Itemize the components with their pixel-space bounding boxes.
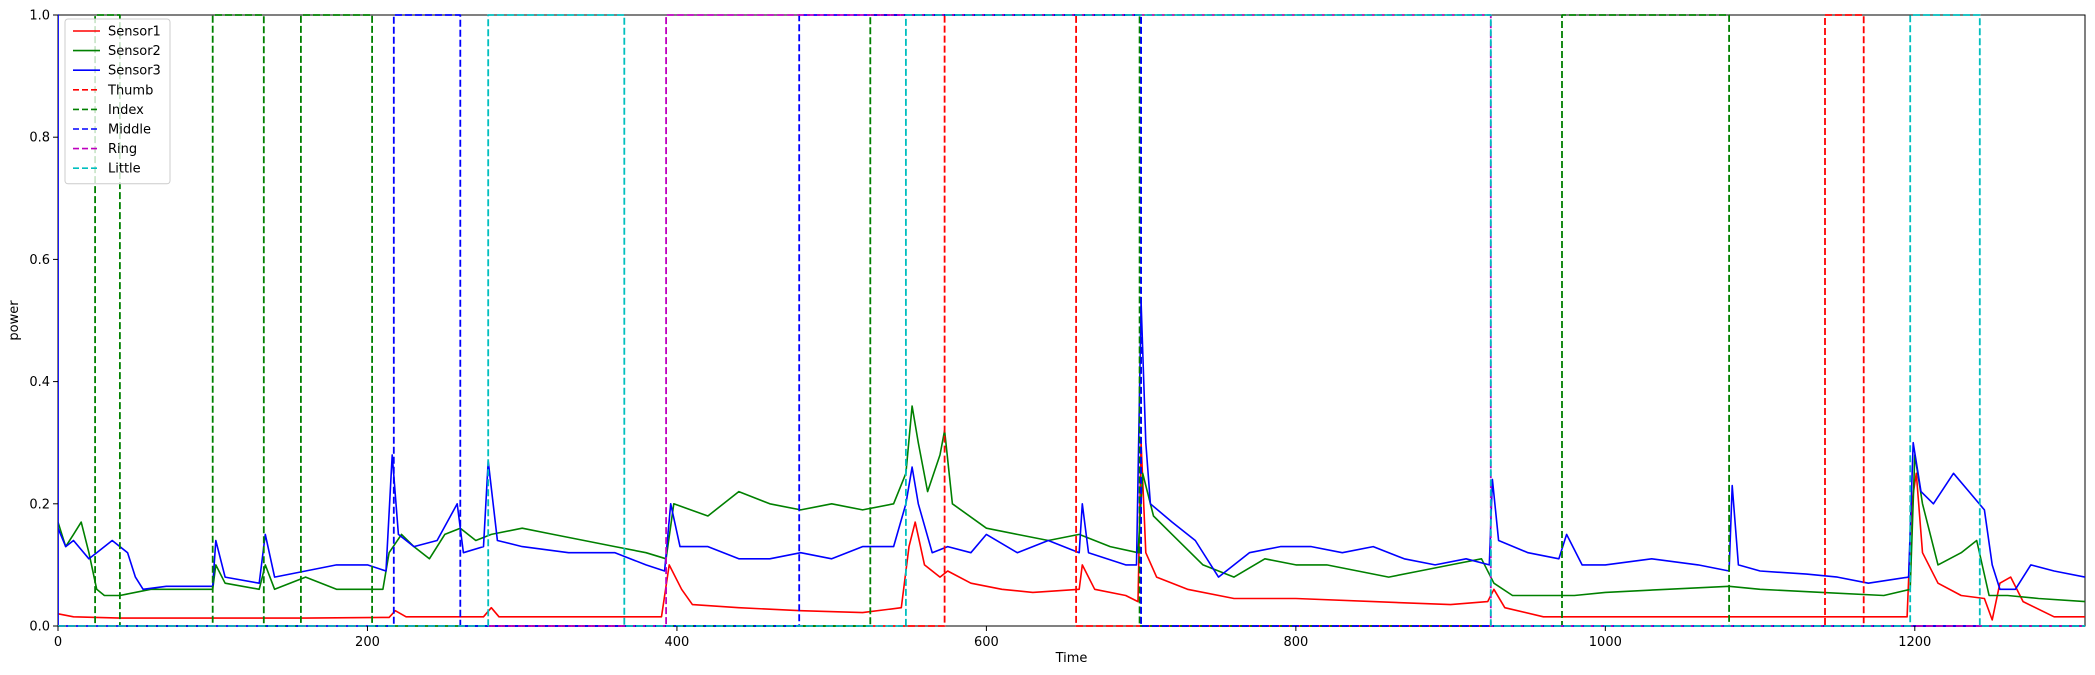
series-line-thumb (58, 14, 2085, 627)
x-axis-label: Time (1055, 651, 1088, 666)
legend-label-ring: Ring (108, 142, 137, 157)
y-tick-label: 0.4 (29, 375, 50, 390)
y-tick-label: 0.2 (29, 497, 50, 512)
legend-label-index: Index (108, 103, 144, 118)
x-tick-label: 800 (1283, 635, 1308, 650)
x-tick-label: 400 (665, 635, 690, 650)
series-line-middle (58, 14, 2085, 627)
legend-label-little: Little (108, 162, 141, 177)
legend-label-thumb: Thumb (107, 83, 153, 98)
y-tick-label: 1.0 (29, 9, 50, 24)
series-line-index (58, 14, 2085, 627)
legend-label-middle: Middle (108, 123, 151, 138)
series-line-ring (58, 14, 2085, 627)
legend-label-sensor3: Sensor3 (108, 64, 161, 79)
x-axis-ticks: 0 200 400 600 800 1000 1200 (54, 626, 1931, 650)
legend-label-sensor2: Sensor2 (108, 44, 161, 59)
y-tick-label: 0.6 (29, 253, 50, 268)
series-line-sensor1 (58, 441, 2085, 621)
legend: Sensor1 Sensor2 Sensor3 Thumb Index Middle Rin… (64, 18, 171, 185)
series-layer (58, 14, 2085, 627)
legend-box (64, 18, 171, 185)
series-line-sensor3 (58, 301, 2085, 591)
y-axis-label: power (7, 300, 22, 341)
legend-label-sensor1: Sensor1 (108, 25, 161, 40)
x-tick-label: 200 (355, 635, 380, 650)
x-tick-label: 1200 (1898, 635, 1931, 650)
y-tick-label: 0.0 (29, 620, 50, 635)
series-line-little (58, 14, 2085, 627)
plot-frame (57, 14, 2086, 627)
y-axis-ticks: 0.0 0.2 0.4 0.6 0.8 1.0 (29, 9, 58, 635)
x-tick-label: 1000 (1589, 635, 1622, 650)
y-tick-label: 0.8 (29, 131, 50, 146)
series-line-sensor2 (58, 405, 2085, 603)
x-tick-label: 600 (974, 635, 999, 650)
x-tick-label: 0 (54, 635, 62, 650)
